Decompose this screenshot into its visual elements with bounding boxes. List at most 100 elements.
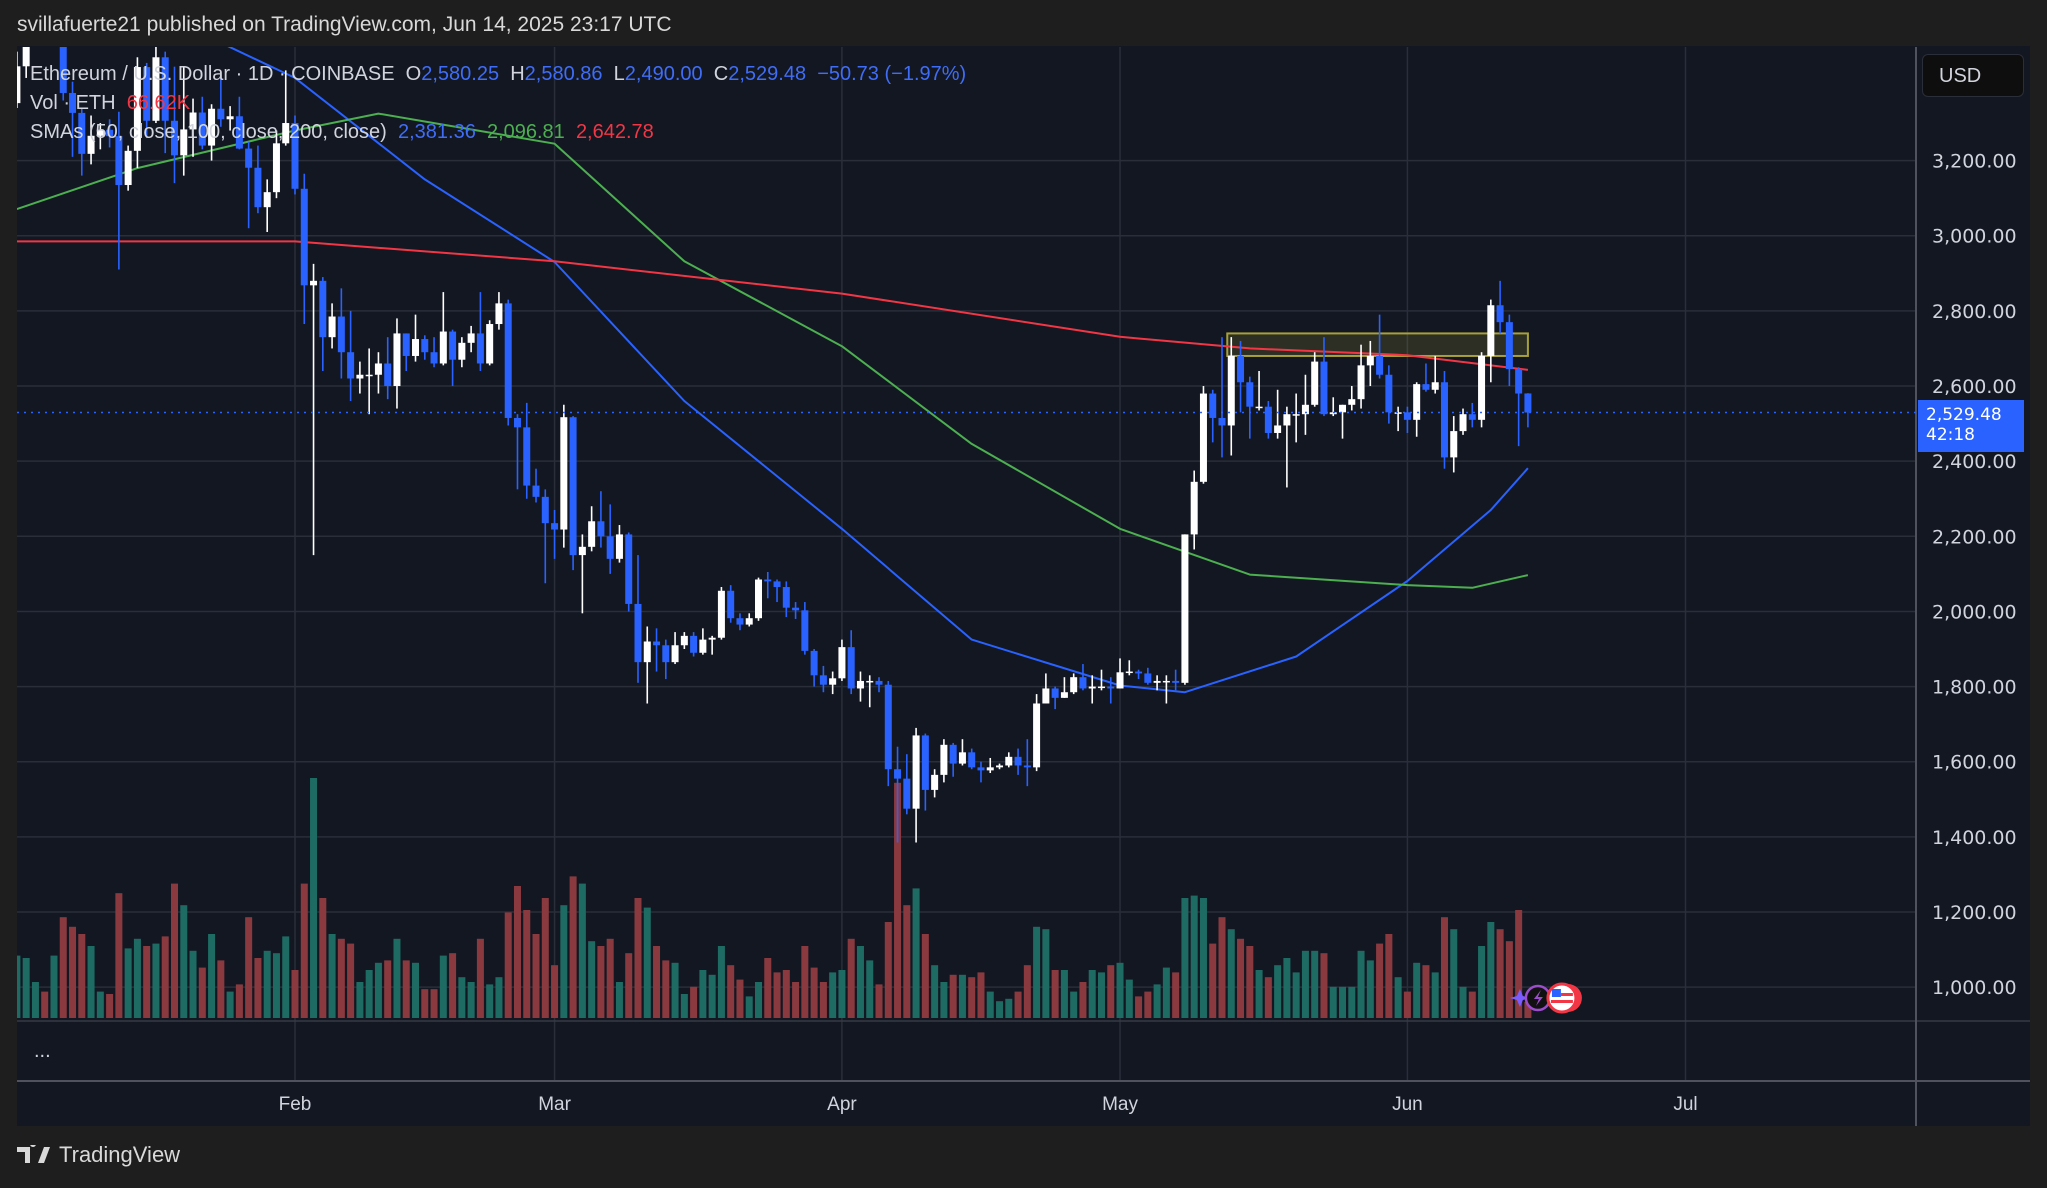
volume-bar [161,936,169,1018]
sma100-value: 2,096.81 [486,121,565,143]
volume-bar [578,883,586,1018]
candle [847,630,855,695]
candle-body [894,769,902,779]
volume-bar [597,946,605,1018]
candle-body [1116,672,1124,689]
candle [810,649,818,687]
candle [356,361,364,394]
volume-bar [662,960,670,1018]
candle-body [300,188,308,286]
candle-body [504,303,512,418]
candle-body [1478,355,1486,420]
volume-bar [1385,934,1393,1018]
candle [124,145,132,191]
candle-body [1172,680,1180,683]
plot-layer [17,47,1532,1018]
candle-body [773,581,781,588]
volume-bar [1264,977,1272,1018]
candle [625,532,633,612]
candle [1125,660,1133,676]
candle-body [727,590,735,619]
volume-bar [1413,962,1421,1018]
volume-bar [1088,970,1096,1018]
volume-bar [245,917,253,1018]
volume-bar [513,886,521,1018]
open-label: O [405,63,422,85]
volume-bar [1097,972,1105,1018]
candle [653,628,661,672]
sma-line-sma200 [17,240,1529,371]
volume-bar [1060,970,1068,1018]
candle-body [467,333,475,343]
volume-legend[interactable]: Vol · ETH 66.62K [30,89,966,118]
candle-body [1320,361,1328,415]
candle-body [143,67,151,121]
candle-body [1135,671,1143,674]
volume-bar [671,962,679,1018]
us-flag-stripe [1550,1000,1573,1003]
volume-bar [1014,991,1022,1018]
volume-bar [87,946,95,1018]
volume-bar [1440,917,1448,1018]
volume-bar [625,953,633,1018]
candle [1070,673,1078,695]
candle [1301,374,1309,435]
candle [217,74,225,127]
candle-body [180,129,188,156]
candle-body [319,280,327,338]
volume-bar [1181,898,1189,1018]
candle-body [1459,414,1467,432]
volume-bar [504,912,512,1018]
volume-bar [958,974,966,1018]
candle [1496,280,1504,334]
candle-body [1413,384,1421,420]
symbol-title: Ethereum / U.S. Dollar · 1D · COINBASE [30,63,395,85]
candle-body [1042,688,1050,704]
volume-bar [847,938,855,1018]
candle-body [690,635,698,653]
candle-body [384,363,392,387]
candle [282,70,290,146]
volume-bar [968,977,976,1018]
candle-body [439,331,447,364]
candle [1524,393,1532,428]
candle [606,504,614,574]
volume-bar [1033,926,1041,1018]
candle [1023,739,1031,787]
footer-brand[interactable]: TradingView [17,1142,180,1168]
candle [958,739,966,766]
candle [87,115,95,165]
currency-button[interactable]: USD [1922,54,2024,97]
candle [1097,669,1105,691]
volume-bar [875,984,883,1018]
volume-bar [458,977,466,1018]
candle [402,333,410,371]
candle [829,671,837,695]
volume-bar [41,991,49,1018]
candle-body [1144,673,1152,683]
candle-body [106,129,114,137]
candle [1320,337,1328,417]
volume-bar [1496,929,1504,1018]
candle [792,602,800,619]
candle [1172,669,1180,691]
candle [365,348,373,415]
close-value: 2,529.48 [728,63,807,85]
candle-body [226,116,234,120]
candle [198,96,206,150]
sma-legend[interactable]: SMAs (50, close, 100, close, 200, close)… [30,118,966,147]
candle [504,299,512,426]
symbol-legend[interactable]: Ethereum / U.S. Dollar · 1D · COINBASE O… [30,60,966,89]
candle-body [1440,382,1448,458]
indicator-more-button[interactable]: ... [34,1040,51,1062]
candle-body [1376,355,1384,375]
volume-bar [1301,950,1309,1018]
candle [1440,370,1448,469]
candle [569,416,577,571]
volume-bar [764,958,772,1018]
candle [866,675,874,708]
candle-body [671,645,679,663]
candle [1403,406,1411,433]
candle-body [523,427,531,486]
